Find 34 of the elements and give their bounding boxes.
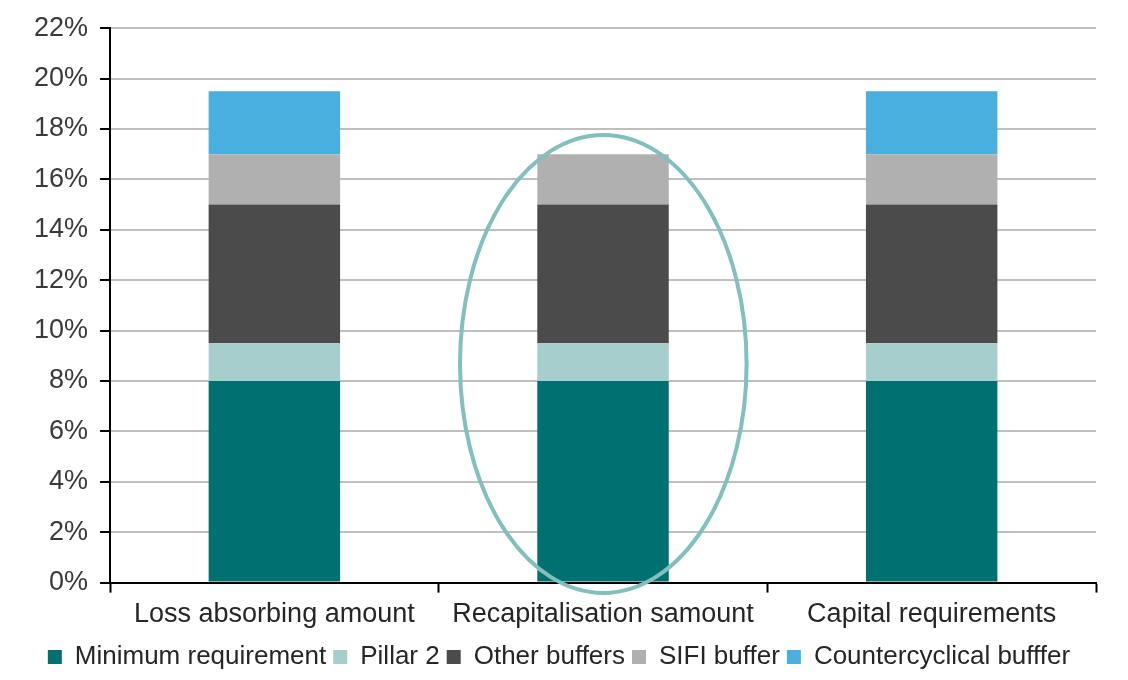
y-tick-label: 6% — [49, 414, 89, 445]
y-tick-label: 20% — [33, 62, 89, 93]
x-tick-label: Loss absorbing amount — [134, 598, 416, 629]
y-tick-label: 22% — [33, 11, 89, 42]
bar — [208, 381, 341, 582]
bar — [208, 343, 341, 381]
bar — [537, 204, 669, 344]
bar — [865, 91, 998, 155]
bar — [537, 381, 669, 582]
legend-label: Minimum requirement — [74, 640, 328, 671]
y-tick-label: 8% — [49, 364, 89, 395]
legend-label: Pillar 2 — [360, 640, 440, 671]
x-tick-label: Recapitalisation samount — [452, 598, 755, 629]
bar — [537, 154, 669, 205]
legend-label: Other buffers — [473, 640, 625, 671]
x-tick-label: Capital requirements — [807, 598, 1057, 629]
y-tick-label: 18% — [33, 112, 89, 143]
bar — [208, 91, 341, 155]
y-tick-label: 0% — [49, 566, 89, 597]
bar — [208, 154, 341, 205]
y-tick-label: 12% — [33, 263, 89, 294]
legend-label: SIFI buffer — [658, 640, 781, 671]
y-tick-label: 2% — [49, 515, 89, 546]
y-tick-label: 4% — [49, 465, 89, 496]
bar — [865, 343, 998, 381]
bar — [865, 204, 998, 344]
y-tick-label: 16% — [33, 162, 89, 193]
bar — [865, 381, 998, 582]
y-tick-label: 14% — [33, 213, 89, 244]
bar — [865, 154, 998, 205]
bar — [537, 343, 669, 381]
legend-label: Countercyclical bufffer — [813, 640, 1071, 671]
bar — [208, 204, 341, 344]
y-tick-label: 10% — [33, 314, 89, 345]
